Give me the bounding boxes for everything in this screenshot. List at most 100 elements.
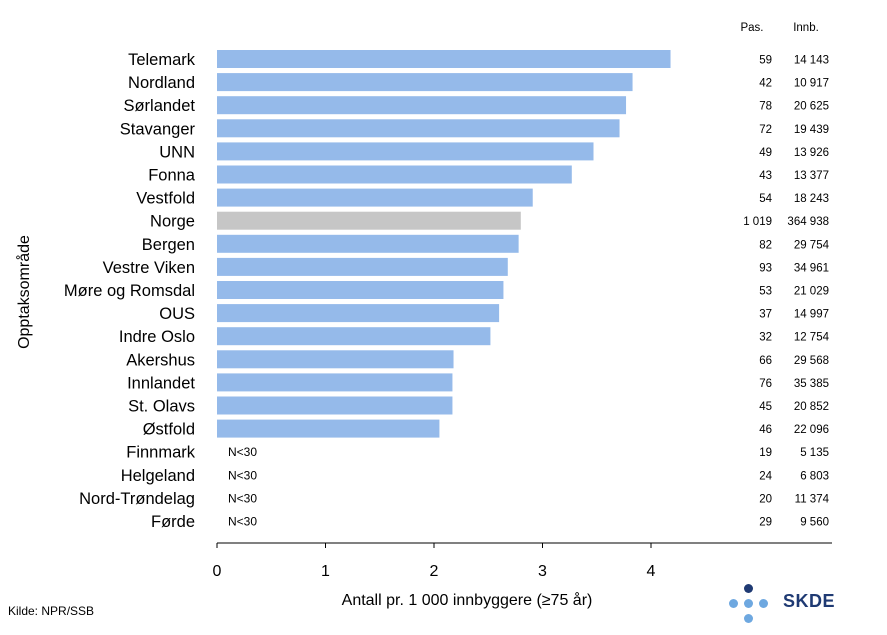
table-cell-pas: 42 bbox=[759, 78, 772, 90]
below-threshold-label: N<30 bbox=[228, 515, 257, 529]
table-cell-pas: 32 bbox=[759, 332, 772, 344]
category-label: Sørlandet bbox=[123, 97, 195, 115]
bar bbox=[217, 73, 633, 92]
bar bbox=[217, 119, 620, 138]
bar bbox=[217, 165, 572, 184]
table-cell-innb: 9 560 bbox=[800, 517, 829, 529]
bar bbox=[217, 350, 454, 369]
table-cell-innb: 18 243 bbox=[794, 193, 829, 205]
table-cell-pas: 72 bbox=[759, 124, 772, 136]
table-cell-pas: 54 bbox=[759, 193, 772, 205]
category-label: Norge bbox=[150, 213, 195, 231]
y-axis-title: Opptaksområde bbox=[15, 235, 33, 349]
bar bbox=[217, 304, 500, 323]
x-tick-label: 3 bbox=[538, 563, 547, 580]
bar bbox=[217, 257, 508, 276]
category-label: Akershus bbox=[126, 351, 195, 369]
table-cell-innb: 19 439 bbox=[794, 124, 829, 136]
bar bbox=[217, 234, 519, 253]
bar bbox=[217, 281, 504, 299]
table-cell-innb: 21 029 bbox=[794, 286, 829, 298]
x-tick-label: 0 bbox=[213, 563, 222, 580]
table-cell-innb: 364 938 bbox=[787, 216, 829, 228]
category-label: St. Olavs bbox=[128, 398, 195, 416]
table-cell-innb: 29 754 bbox=[794, 239, 830, 251]
category-label: UNN bbox=[159, 143, 195, 161]
category-label: Telemark bbox=[128, 51, 196, 69]
bar bbox=[217, 96, 627, 115]
table-cell-innb: 6 803 bbox=[800, 470, 829, 482]
table-header-pas: Pas. bbox=[740, 22, 763, 34]
table-cell-pas: 45 bbox=[759, 401, 772, 413]
table-cell-innb: 14 997 bbox=[794, 309, 829, 321]
logo-dot-mid-2 bbox=[744, 599, 753, 608]
table-cell-innb: 35 385 bbox=[794, 378, 829, 390]
table-cell-innb: 22 096 bbox=[794, 424, 829, 436]
table-cell-innb: 5 135 bbox=[800, 447, 829, 459]
below-threshold-label: N<30 bbox=[228, 445, 257, 459]
logo-dot-bottom bbox=[744, 614, 753, 623]
bar bbox=[217, 142, 594, 161]
table-cell-innb: 10 917 bbox=[794, 78, 829, 90]
category-label: Finnmark bbox=[126, 444, 196, 462]
logo-dot-mid-3 bbox=[759, 599, 768, 608]
category-label: Innlandet bbox=[127, 374, 195, 392]
table-cell-pas: 93 bbox=[759, 262, 772, 274]
category-label: Førde bbox=[151, 513, 195, 531]
table-cell-innb: 11 374 bbox=[795, 493, 830, 505]
below-threshold-label: N<30 bbox=[228, 491, 257, 505]
table-cell-pas: 46 bbox=[759, 424, 772, 436]
table-header-innb: Innb. bbox=[793, 22, 819, 34]
logo-dot-top bbox=[744, 584, 753, 593]
skde-logo: SKDE bbox=[727, 580, 837, 626]
logo-text: SKDE bbox=[783, 591, 836, 611]
x-tick-label: 1 bbox=[321, 563, 330, 580]
table-cell-pas: 78 bbox=[759, 101, 772, 113]
table-cell-pas: 43 bbox=[759, 170, 772, 182]
category-label: Nord-Trøndelag bbox=[79, 490, 195, 508]
category-label: OUS bbox=[159, 305, 195, 323]
below-threshold-label: N<30 bbox=[228, 468, 257, 482]
bar bbox=[217, 373, 453, 392]
source-note: Kilde: NPR/SSB bbox=[8, 604, 95, 618]
table-cell-pas: 82 bbox=[759, 239, 772, 251]
x-axis-title: Antall pr. 1 000 innbyggere (≥75 år) bbox=[342, 591, 593, 609]
bar bbox=[217, 396, 453, 415]
table-cell-innb: 13 377 bbox=[794, 170, 829, 182]
table-cell-pas: 19 bbox=[759, 447, 772, 459]
table-cell-pas: 1 019 bbox=[743, 216, 772, 228]
category-label: Nordland bbox=[128, 74, 195, 92]
table-cell-pas: 66 bbox=[759, 355, 772, 367]
table-cell-innb: 29 568 bbox=[794, 355, 829, 367]
bar bbox=[217, 50, 671, 68]
table-cell-pas: 24 bbox=[759, 470, 772, 482]
table-cell-pas: 49 bbox=[759, 147, 772, 159]
bar bbox=[217, 419, 440, 438]
table-cell-pas: 37 bbox=[759, 309, 772, 321]
table-cell-innb: 20 625 bbox=[794, 101, 829, 113]
category-label: Østfold bbox=[143, 421, 195, 439]
category-label: Helgeland bbox=[121, 467, 195, 485]
bar bbox=[217, 327, 491, 346]
category-label: Fonna bbox=[148, 167, 196, 185]
table-cell-innb: 20 852 bbox=[794, 401, 829, 413]
table-cell-innb: 34 961 bbox=[794, 262, 829, 274]
category-label: Vestfold bbox=[136, 190, 195, 208]
logo-dot-mid-1 bbox=[729, 599, 738, 608]
table-cell-innb: 12 754 bbox=[794, 332, 830, 344]
table-cell-pas: 59 bbox=[759, 55, 772, 67]
table-cell-pas: 29 bbox=[759, 517, 772, 529]
bar bbox=[217, 188, 533, 207]
category-label: Vestre Viken bbox=[103, 259, 195, 277]
category-label: Stavanger bbox=[120, 120, 196, 138]
table-cell-pas: 20 bbox=[759, 493, 772, 505]
category-label: Bergen bbox=[142, 236, 195, 254]
category-label: Møre og Romsdal bbox=[64, 282, 195, 300]
x-tick-label: 2 bbox=[430, 563, 439, 580]
table-cell-innb: 14 143 bbox=[794, 55, 829, 67]
table-cell-innb: 13 926 bbox=[794, 147, 829, 159]
bar bbox=[217, 211, 521, 230]
category-label: Indre Oslo bbox=[119, 328, 195, 346]
x-tick-label: 4 bbox=[647, 563, 656, 580]
